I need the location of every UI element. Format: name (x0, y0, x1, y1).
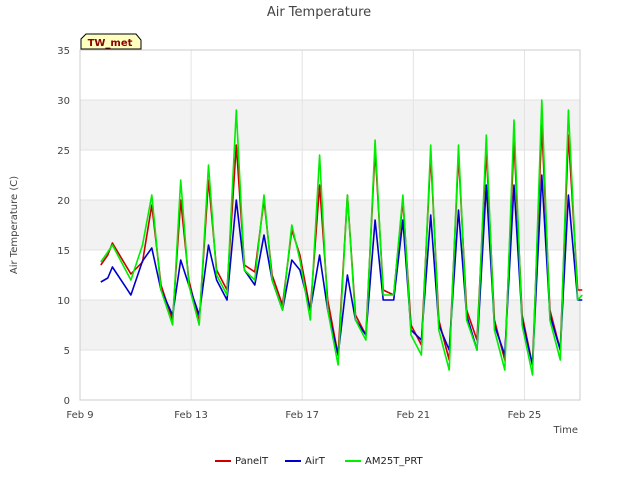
background-band (80, 100, 580, 150)
x-tick-label: Feb 13 (174, 410, 208, 421)
y-tick-label: 0 (64, 396, 70, 407)
x-axis-label: Time (553, 425, 578, 436)
y-tick-labels: 0 5 10 15 20 25 30 35 (57, 46, 70, 407)
y-tick-label: 30 (57, 96, 70, 107)
tw-met-badge: TW_met (80, 33, 142, 50)
x-tick-label: Feb 17 (285, 410, 319, 421)
legend-label-panelt: PanelT (235, 456, 269, 467)
series-lines (100, 99, 583, 376)
legend-label-airt: AirT (305, 456, 326, 467)
plot-frame (79, 49, 581, 401)
x-tick-labels: Feb 9 Feb 13 Feb 17 Feb 21 Feb 25 (66, 410, 541, 421)
y-tick-label: 15 (57, 246, 70, 257)
background-band (80, 200, 580, 250)
y-tick-label: 10 (57, 296, 70, 307)
y-tick-label: 5 (64, 346, 70, 357)
x-tick-label: Feb 9 (66, 410, 93, 421)
x-tick-label: Feb 21 (397, 410, 431, 421)
legend-label-am25t_prt: AM25T_PRT (365, 456, 424, 467)
x-tick-label: Feb 25 (508, 410, 542, 421)
chart-title: Air Temperature (267, 5, 371, 20)
badge-label: TW_met (88, 38, 133, 49)
y-tick-label: 25 (57, 146, 70, 157)
y-tick-label: 20 (57, 196, 70, 207)
series-line-am25t_prt (100, 99, 583, 376)
badge-shape (80, 33, 142, 50)
legend: PanelT AirT AM25T_PRT (215, 456, 424, 467)
y-axis-label: Air Temperature (C) (9, 176, 20, 274)
y-tick-label: 35 (57, 46, 70, 57)
